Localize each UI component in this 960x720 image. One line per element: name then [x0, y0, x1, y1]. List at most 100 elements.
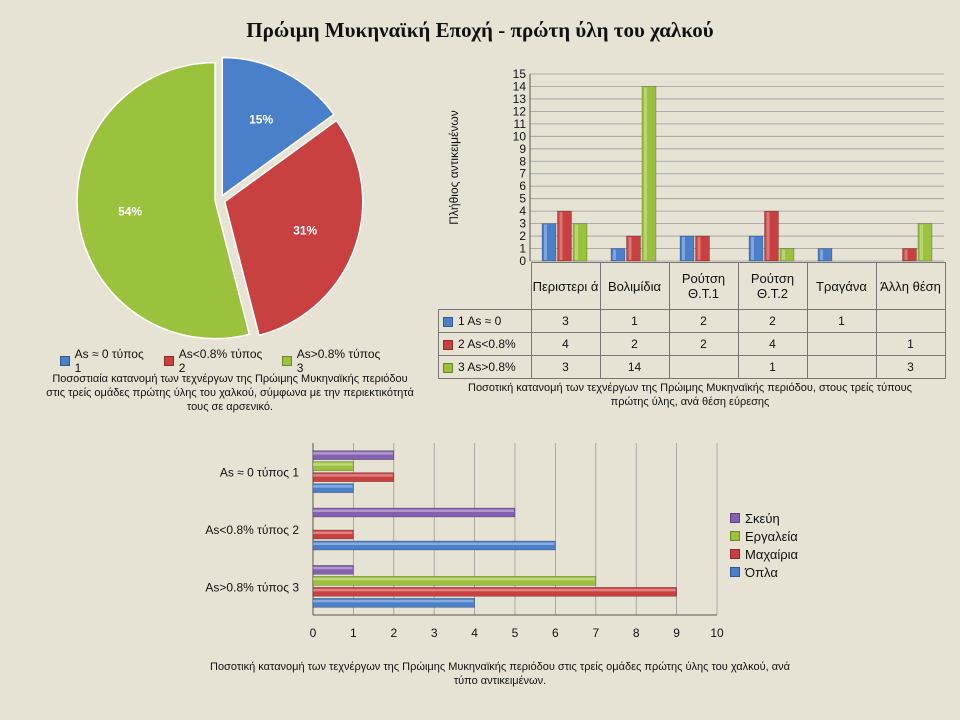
legend-swatch-blue: [730, 567, 740, 577]
y-tick-label: 0: [519, 254, 526, 268]
pie-legend-label: As<0.8% τύπος 2: [178, 347, 263, 375]
pie-slice: [221, 56, 335, 198]
site-chart-caption: Ποσοτική κατανομή των τεχνέργων της Πρώι…: [468, 382, 912, 408]
type-bar-chart: 0 1 2 3 4 5 6 7 8 9 10 As ≈ 0 τύπος 1 As<0.8% τύπος …: [205, 443, 724, 640]
x-category-label: Άλλη θέση: [875, 262, 946, 310]
table-cell: 4: [530, 332, 601, 356]
legend-swatch-red: [730, 549, 740, 559]
bar-highlight: [313, 509, 514, 512]
type-legend-item: Σκεύη: [730, 509, 798, 527]
bar: [312, 598, 475, 608]
y-tick-label: 8: [519, 154, 526, 168]
bar: [917, 223, 933, 262]
legend-swatch-red: [164, 356, 174, 366]
legend-swatch-blue: [60, 356, 70, 366]
x-tick-label: 1: [350, 626, 357, 640]
legend-swatch-green: [282, 356, 292, 366]
site-data-table: Περιστερι ά Βολιμίδια Ρούτση Θ.Τ.1 Ρούτση Θ…: [438, 262, 946, 379]
x-tick-label: 2: [390, 626, 397, 640]
bar-highlight: [820, 249, 823, 260]
type-legend-label: Μαχαίρια: [745, 546, 799, 562]
page-title: Πρώιμη Μυκηναϊκή Εποχή - πρώτη ύλη του χ…: [246, 18, 714, 42]
bar-highlight: [782, 249, 785, 260]
bar-highlight: [904, 249, 908, 260]
bar: [312, 587, 677, 597]
legend-swatch: [443, 362, 453, 373]
bar: [695, 235, 710, 262]
y-tick-label: 6: [519, 179, 526, 193]
legend-swatch: [443, 339, 453, 350]
bar: [626, 235, 641, 262]
bar-highlight: [313, 474, 393, 477]
pie-legend-item: As ≈ 0 τύπος 1: [60, 347, 150, 375]
y-tick-label: 5: [519, 192, 526, 206]
table-cell: 2: [737, 309, 808, 333]
x-tick-label: 7: [592, 626, 599, 640]
bar-highlight: [628, 237, 632, 260]
table-cell: 1: [806, 309, 877, 333]
x-tick-label: 8: [633, 626, 640, 640]
pie-chart: 15% 31% 54%: [76, 56, 364, 340]
table-cell: [806, 355, 877, 379]
type-legend-label: Εργαλεία: [745, 528, 798, 544]
series-name: 2 As<0.8%: [458, 337, 516, 351]
pie-data-label: 54%: [118, 204, 142, 218]
y-tick-label: 15: [513, 67, 527, 81]
bar-highlight: [644, 87, 647, 260]
x-category-label: Βολιμίδια: [599, 262, 670, 310]
x-tick-label: 6: [552, 626, 559, 640]
bar-highlight: [313, 485, 353, 488]
type-legend-item: Όπλα: [730, 563, 798, 581]
y-tick-label: 4: [519, 204, 526, 218]
y-tick-label: 11: [514, 117, 527, 131]
table-series-label: 3 As>0.8%: [438, 355, 532, 379]
table-series-label: 1 As ≈ 0: [438, 309, 532, 333]
y-category-label: As ≈ 0 τύπος 1: [220, 466, 299, 480]
type-legend-label: Σκεύη: [745, 510, 780, 526]
bar-highlight: [313, 452, 393, 455]
bar-highlight: [575, 224, 578, 260]
bar: [312, 507, 516, 518]
bar: [312, 483, 354, 493]
type-legend-label: Όπλα: [745, 564, 778, 580]
table-corner: [439, 263, 532, 310]
table-cell: [668, 355, 739, 379]
bar: [312, 450, 395, 460]
pie-legend-item: As>0.8% τύπος 3: [282, 347, 386, 375]
table-cell: 3: [530, 355, 601, 379]
bar: [312, 472, 395, 482]
table-cell: 3: [530, 309, 601, 333]
bar-highlight: [697, 237, 701, 260]
pie-caption: Ποσοστιαία κατανομή των τεχνέργων της Πρ…: [46, 373, 414, 413]
bar: [748, 235, 764, 262]
legend-swatch-purple: [730, 513, 740, 523]
legend-swatch-green: [730, 531, 740, 541]
bar-highlight: [920, 224, 923, 260]
bar-highlight: [313, 463, 353, 466]
bar-highlight: [313, 577, 595, 581]
table-cell: 3: [875, 355, 946, 379]
bar: [541, 223, 557, 262]
bar-highlight: [766, 212, 770, 260]
bar: [557, 210, 572, 262]
y-tick-label: 13: [513, 92, 527, 106]
table-cell: [806, 332, 877, 356]
bar: [312, 576, 597, 586]
x-category-label: Ρούτση Θ.Τ.1: [668, 262, 739, 310]
table-cell: 2: [668, 332, 739, 356]
pie-data-label: 15%: [249, 112, 273, 126]
y-category-label: As>0.8% τύπος 3: [205, 580, 299, 594]
table-series-label: 2 As<0.8%: [438, 332, 532, 356]
bar: [312, 529, 354, 540]
bar: [572, 223, 588, 262]
y-tick-label: 10: [513, 129, 527, 143]
bar-highlight: [751, 237, 754, 260]
y-tick-label: 12: [513, 104, 527, 118]
bar: [312, 540, 556, 551]
bar-highlight: [313, 599, 474, 603]
x-tick-label: 9: [673, 626, 680, 640]
y-tick-label: 3: [519, 217, 526, 231]
y-tick-label: 1: [519, 242, 526, 256]
table-cell: 1: [875, 332, 946, 356]
